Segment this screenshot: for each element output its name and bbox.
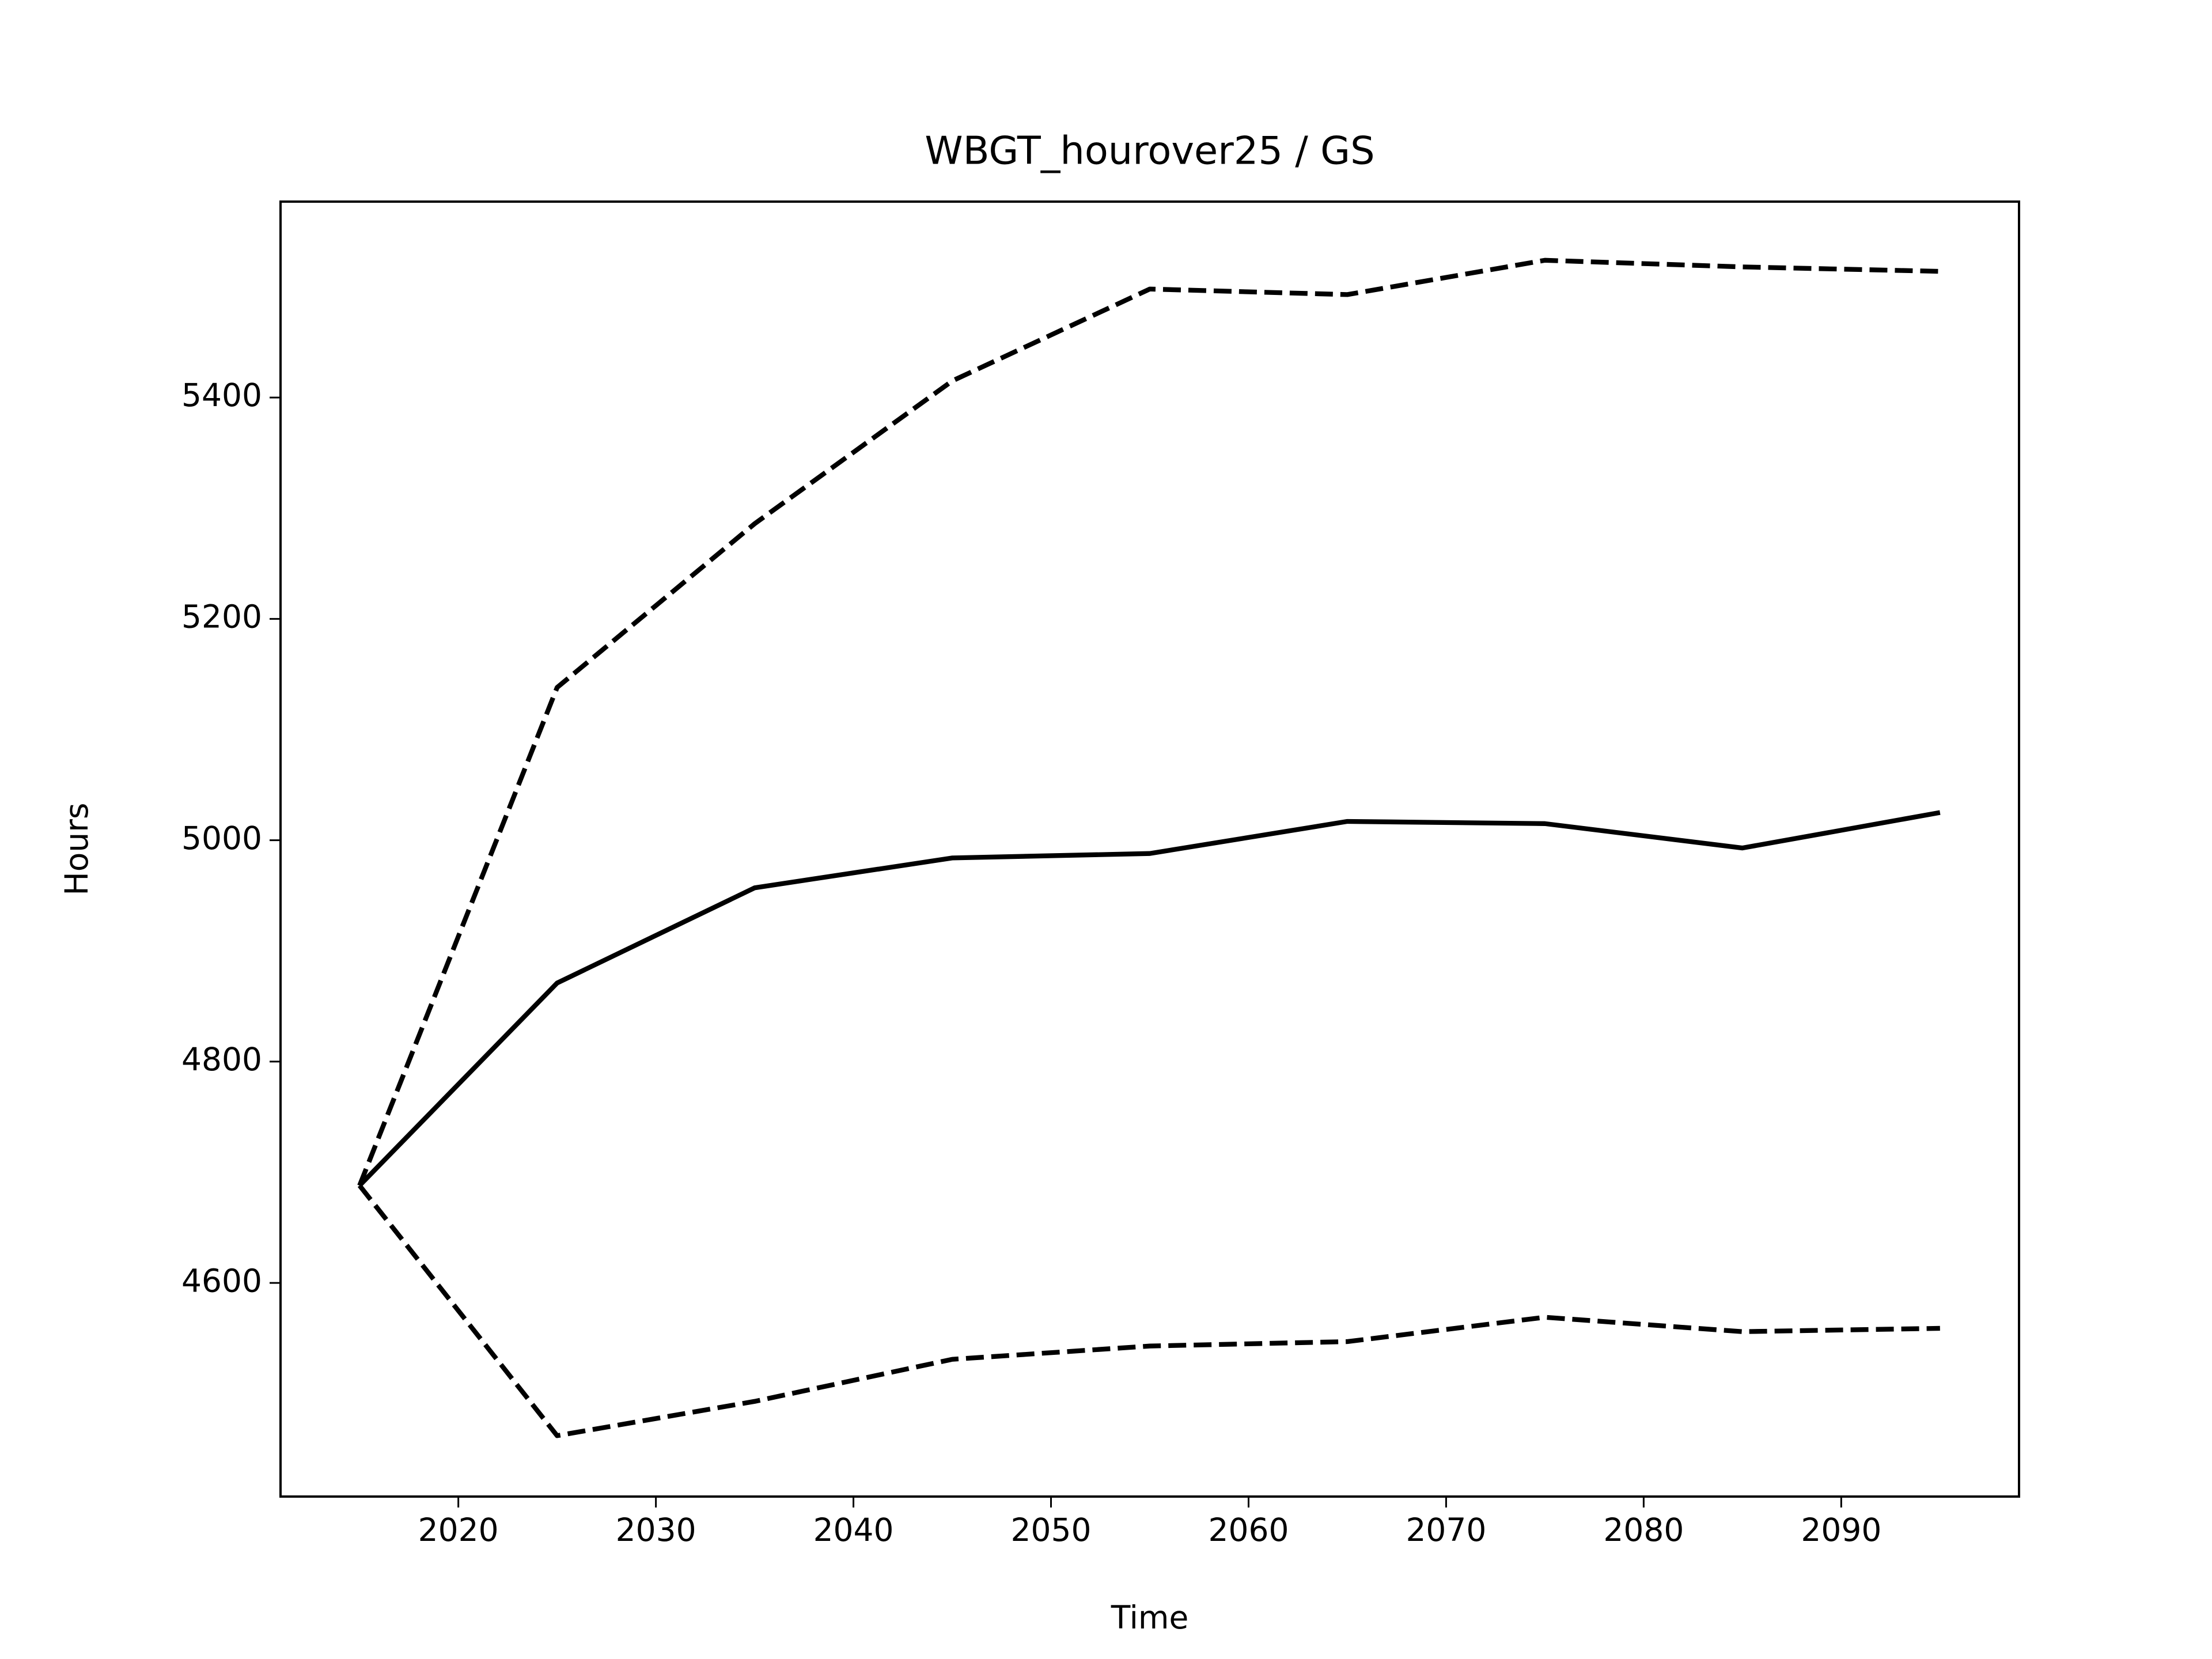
y-tick-label: 5000 [181, 820, 262, 857]
y-axis-label: Hours [58, 802, 95, 895]
x-tick-label: 2080 [1603, 1512, 1684, 1548]
chart-title: WBGT_hourover25 / GS [925, 128, 1374, 173]
series-line [358, 810, 1941, 1187]
x-tick-label: 2040 [813, 1512, 894, 1548]
y-tick-label: 4800 [181, 1041, 262, 1078]
x-tick-label: 2090 [1801, 1512, 1881, 1548]
series-line [357, 1184, 1940, 1438]
y-tick-label: 5400 [181, 377, 262, 414]
x-axis-label: Time [1111, 1599, 1189, 1636]
y-tick-label: 5200 [181, 598, 262, 635]
x-tick-label: 2050 [1011, 1512, 1092, 1548]
x-tick-label: 2020 [418, 1512, 499, 1548]
x-tick-label: 2030 [616, 1512, 696, 1548]
x-tick-label: 2070 [1406, 1512, 1486, 1548]
series-line [357, 257, 1940, 1187]
plot-frame [279, 200, 2020, 1498]
y-tick-label: 4600 [181, 1262, 262, 1299]
x-tick-label: 2060 [1208, 1512, 1289, 1548]
